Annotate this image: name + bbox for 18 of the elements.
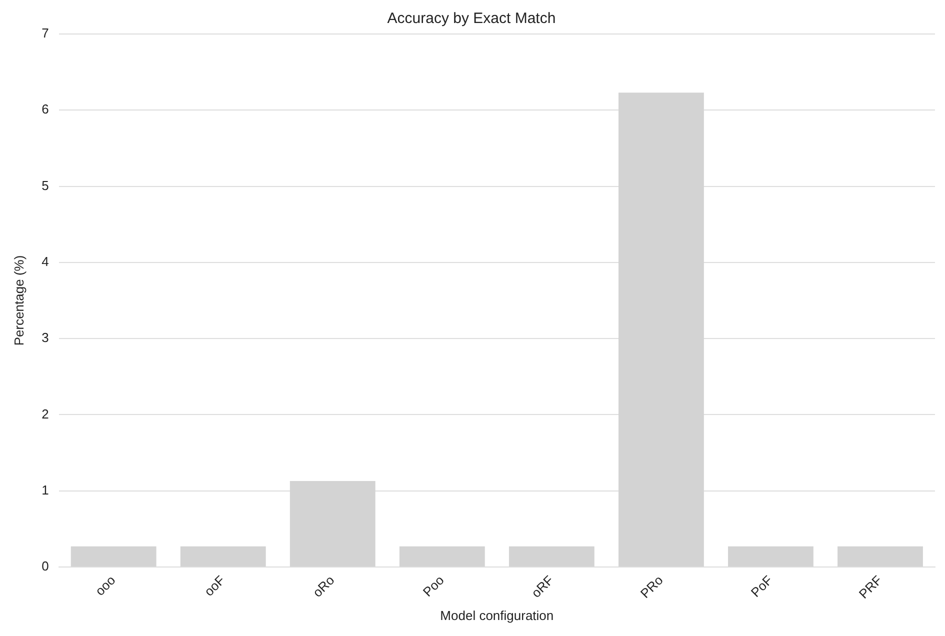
x-tick-label: PoF	[748, 572, 776, 600]
y-tick-label: 0	[42, 558, 49, 574]
x-tick-label: oRo	[310, 572, 338, 600]
chart-title: Accuracy by Exact Match	[387, 10, 556, 28]
x-tick-label: ooo	[92, 572, 118, 598]
y-tick-label: 4	[42, 254, 49, 269]
x-tick-label: oRF	[528, 572, 556, 601]
y-axis-title: Percentage (%)	[11, 255, 26, 346]
x-tick-label: Poo	[420, 572, 447, 600]
x-tick-label: PRo	[637, 572, 666, 602]
y-tick-label: 2	[42, 406, 49, 422]
x-tick-label: ooF	[201, 572, 228, 599]
y-tick-label: 5	[42, 178, 49, 193]
y-tick-label: 3	[42, 330, 49, 346]
y-tick-label: 7	[42, 26, 49, 41]
x-axis-title: Model configuration	[440, 608, 554, 623]
y-tick-label: 6	[42, 102, 49, 117]
y-tick-label: 1	[42, 482, 49, 498]
